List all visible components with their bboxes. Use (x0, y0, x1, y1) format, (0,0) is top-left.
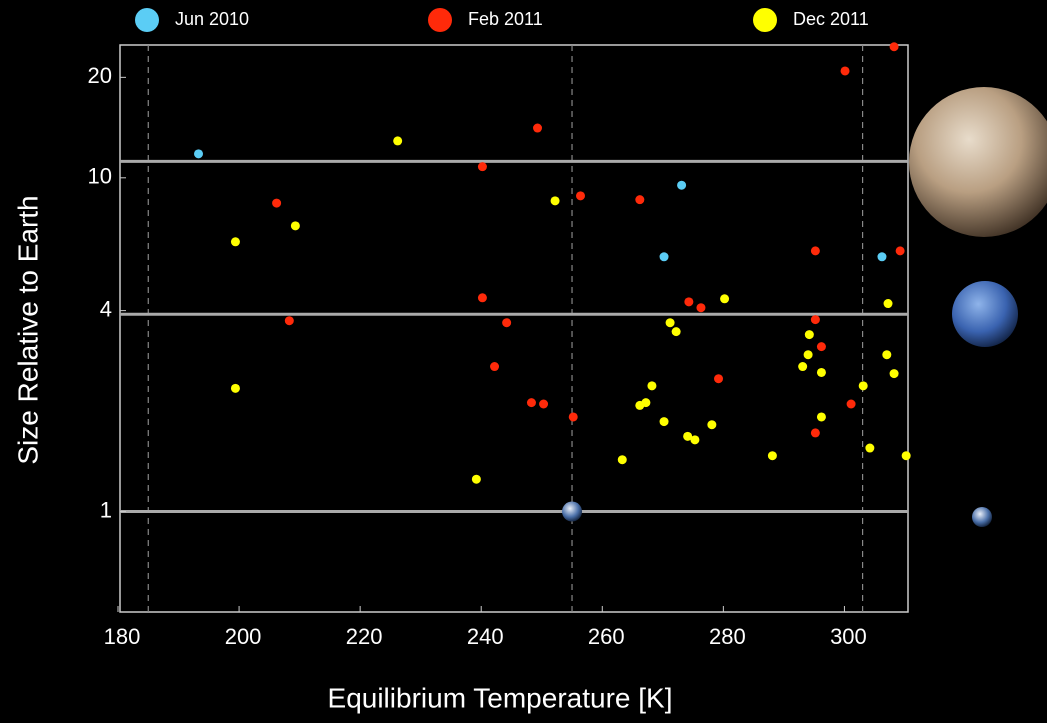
data-point (502, 318, 512, 328)
y-tick-label: 4 (100, 296, 112, 321)
data-point (539, 399, 549, 409)
data-point (889, 369, 899, 379)
data-point (889, 42, 899, 52)
data-point (720, 294, 730, 304)
data-point (846, 399, 856, 409)
data-point (883, 299, 893, 309)
data-point (677, 180, 687, 190)
legend-label: Feb 2011 (468, 9, 543, 29)
data-point (641, 398, 651, 408)
data-point (284, 316, 294, 326)
data-point (290, 221, 300, 231)
data-point (696, 303, 706, 313)
data-point (471, 474, 481, 484)
earth-icon (972, 507, 992, 527)
data-point (393, 136, 403, 146)
legend-marker (135, 8, 159, 32)
x-tick-label: 260 (588, 624, 625, 649)
data-point (550, 196, 560, 206)
legend-marker (428, 8, 452, 32)
data-point (533, 123, 543, 133)
data-point (810, 246, 820, 256)
data-point (840, 66, 850, 76)
data-point (477, 293, 487, 303)
x-axis-title: Equilibrium Temperature [K] (328, 682, 673, 713)
data-point (810, 428, 820, 438)
data-point (767, 451, 777, 461)
x-tick-label: 180 (104, 624, 141, 649)
data-point (816, 342, 826, 352)
data-point (617, 455, 627, 465)
neptune (952, 281, 1018, 347)
data-point (684, 297, 694, 307)
data-point (194, 149, 204, 159)
data-point (877, 252, 887, 262)
data-point (635, 195, 645, 205)
data-point (882, 350, 892, 360)
data-point (659, 417, 669, 427)
data-point (647, 381, 657, 391)
y-axis-title: Size Relative to Earth (12, 195, 43, 464)
data-point (865, 443, 875, 453)
y-tick-label: 20 (88, 63, 112, 88)
data-point (230, 383, 240, 393)
data-point (575, 191, 585, 201)
x-tick-label: 280 (709, 624, 746, 649)
data-point (895, 246, 905, 256)
data-point (659, 252, 669, 262)
data-point (816, 367, 826, 377)
data-point (671, 327, 681, 337)
x-tick-label: 300 (830, 624, 867, 649)
data-point (683, 431, 693, 441)
data-point (665, 318, 675, 328)
y-tick-label: 10 (88, 164, 112, 189)
data-point (816, 412, 826, 422)
data-point (803, 350, 813, 360)
data-point (901, 451, 911, 461)
legend-label: Dec 2011 (793, 9, 869, 29)
data-point (477, 162, 487, 172)
data-point (490, 362, 500, 372)
jupiter (909, 87, 1047, 237)
data-point (230, 237, 240, 247)
data-point (714, 374, 724, 384)
earth-marker (562, 501, 583, 522)
data-point (568, 412, 578, 422)
data-point (810, 315, 820, 325)
data-point (526, 398, 536, 408)
y-tick-label: 1 (100, 497, 112, 522)
x-tick-label: 200 (225, 624, 262, 649)
data-point (690, 435, 700, 445)
x-tick-label: 240 (467, 624, 504, 649)
legend-marker (753, 8, 777, 32)
plot-frame (119, 44, 909, 613)
data-point (707, 420, 717, 430)
legend-label: Jun 2010 (175, 9, 249, 29)
x-tick-label: 220 (346, 624, 383, 649)
data-point (798, 362, 808, 372)
data-point (804, 330, 814, 340)
data-point (272, 198, 282, 208)
data-point (858, 381, 868, 391)
